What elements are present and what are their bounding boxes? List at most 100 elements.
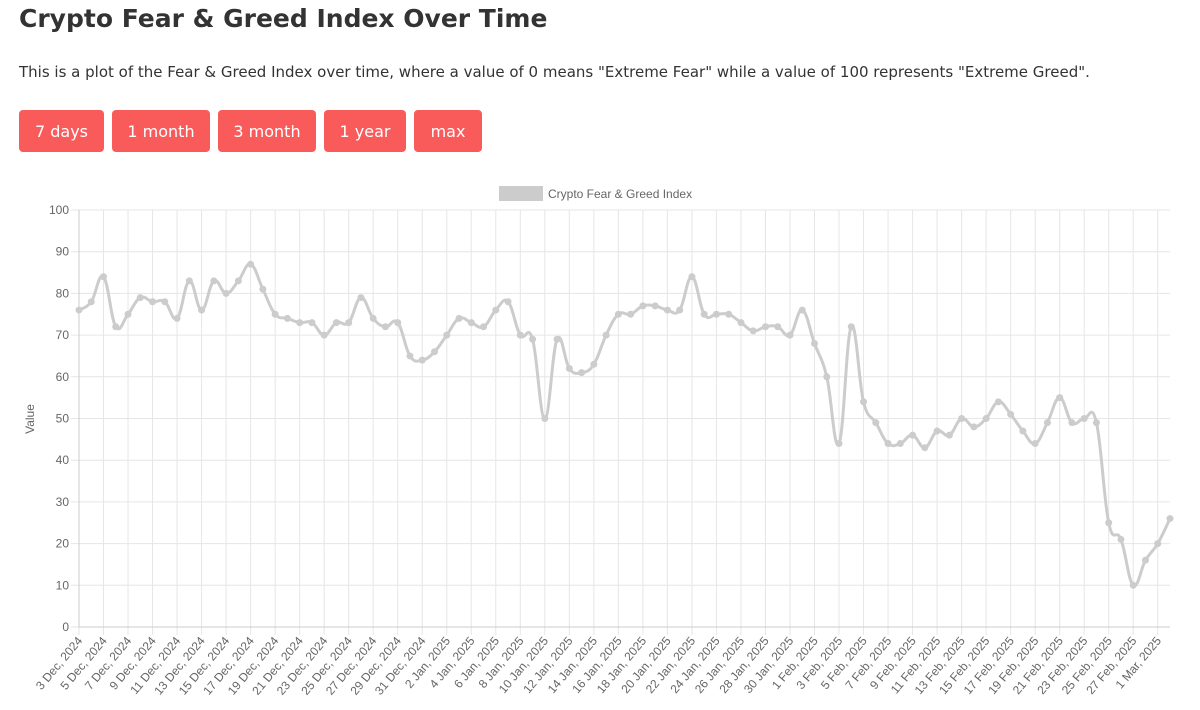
data-point[interactable] xyxy=(504,298,512,306)
data-point[interactable] xyxy=(320,331,328,339)
data-point[interactable] xyxy=(737,319,745,327)
data-point[interactable] xyxy=(958,415,966,422)
range-max-button[interactable]: max xyxy=(414,110,482,152)
data-point[interactable] xyxy=(1031,440,1039,448)
legend-swatch xyxy=(499,186,543,201)
data-point[interactable] xyxy=(136,294,144,302)
data-point[interactable] xyxy=(602,331,610,339)
data-point[interactable] xyxy=(455,314,463,322)
y-axis-title: Value xyxy=(23,404,37,434)
data-point[interactable] xyxy=(712,310,720,318)
data-point[interactable] xyxy=(529,335,537,343)
data-point[interactable] xyxy=(688,273,696,281)
data-point[interactable] xyxy=(516,331,524,339)
data-point[interactable] xyxy=(357,294,365,302)
data-point[interactable] xyxy=(639,302,647,310)
data-point[interactable] xyxy=(332,319,340,327)
data-point[interactable] xyxy=(210,277,218,285)
data-point[interactable] xyxy=(198,306,206,314)
data-point[interactable] xyxy=(823,373,831,381)
data-point[interactable] xyxy=(1056,394,1064,402)
data-point[interactable] xyxy=(982,415,990,422)
data-point[interactable] xyxy=(345,319,353,327)
data-point[interactable] xyxy=(161,298,169,306)
data-point[interactable] xyxy=(1007,410,1015,418)
data-point[interactable] xyxy=(1166,515,1174,523)
data-point[interactable] xyxy=(872,419,880,427)
range-7-days-button[interactable]: 7 days xyxy=(19,110,104,152)
data-point[interactable] xyxy=(590,360,598,368)
data-point[interactable] xyxy=(933,427,941,435)
data-point[interactable] xyxy=(173,314,181,322)
data-point[interactable] xyxy=(761,323,769,331)
data-point[interactable] xyxy=(430,348,438,356)
data-point[interactable] xyxy=(112,323,120,331)
data-point[interactable] xyxy=(381,323,389,331)
data-point[interactable] xyxy=(663,306,671,314)
data-point[interactable] xyxy=(811,339,819,347)
data-point[interactable] xyxy=(124,310,132,318)
data-point[interactable] xyxy=(798,306,806,314)
data-point[interactable] xyxy=(651,302,659,310)
data-point[interactable] xyxy=(1092,419,1100,427)
data-point[interactable] xyxy=(75,306,83,314)
data-point[interactable] xyxy=(296,319,304,327)
data-point[interactable] xyxy=(860,398,868,406)
data-point[interactable] xyxy=(725,310,733,318)
data-point[interactable] xyxy=(1068,419,1076,427)
data-point[interactable] xyxy=(1019,427,1027,435)
data-point[interactable] xyxy=(467,319,475,327)
data-point[interactable] xyxy=(149,298,157,306)
data-point[interactable] xyxy=(271,310,279,318)
data-point[interactable] xyxy=(234,277,242,285)
data-point[interactable] xyxy=(835,440,843,448)
data-point[interactable] xyxy=(921,444,929,452)
data-point[interactable] xyxy=(970,423,978,431)
data-point[interactable] xyxy=(87,298,95,306)
data-point[interactable] xyxy=(749,327,757,335)
data-point[interactable] xyxy=(847,323,855,331)
range-1-month-button[interactable]: 1 month xyxy=(112,110,210,152)
data-point[interactable] xyxy=(1080,415,1088,422)
data-point[interactable] xyxy=(185,277,193,285)
data-point[interactable] xyxy=(1154,540,1162,548)
data-point[interactable] xyxy=(896,440,904,448)
data-point[interactable] xyxy=(786,331,794,339)
range-3-month-button[interactable]: 3 month xyxy=(218,110,316,152)
data-point[interactable] xyxy=(492,306,500,314)
data-point[interactable] xyxy=(627,310,635,318)
data-point[interactable] xyxy=(1129,581,1137,589)
data-point[interactable] xyxy=(369,314,377,322)
data-point[interactable] xyxy=(909,431,917,439)
data-point[interactable] xyxy=(994,398,1002,406)
data-point[interactable] xyxy=(259,285,267,293)
data-point[interactable] xyxy=(578,369,586,377)
data-point[interactable] xyxy=(553,335,561,343)
y-tick-label: 90 xyxy=(56,245,70,259)
data-point[interactable] xyxy=(945,431,953,439)
data-point[interactable] xyxy=(614,310,622,318)
chart-legend[interactable]: Crypto Fear & Greed Index xyxy=(499,186,692,201)
data-point[interactable] xyxy=(418,356,426,364)
data-point[interactable] xyxy=(308,319,316,327)
data-point[interactable] xyxy=(100,273,108,281)
data-point[interactable] xyxy=(247,260,255,268)
data-point[interactable] xyxy=(394,319,402,327)
data-point[interactable] xyxy=(700,310,708,318)
data-point[interactable] xyxy=(1105,519,1113,527)
data-point[interactable] xyxy=(774,323,782,331)
data-point[interactable] xyxy=(406,352,414,360)
data-point[interactable] xyxy=(676,306,684,314)
data-point[interactable] xyxy=(443,331,451,339)
data-point[interactable] xyxy=(565,364,573,372)
data-point[interactable] xyxy=(1117,535,1125,543)
page-title: Crypto Fear & Greed Index Over Time xyxy=(19,4,548,33)
data-point[interactable] xyxy=(480,323,488,331)
data-point[interactable] xyxy=(884,440,892,448)
data-point[interactable] xyxy=(283,314,291,322)
data-point[interactable] xyxy=(222,289,230,297)
data-point[interactable] xyxy=(1043,419,1051,427)
range-1-year-button[interactable]: 1 year xyxy=(324,110,406,152)
data-point[interactable] xyxy=(1141,556,1149,564)
data-point[interactable] xyxy=(541,415,549,422)
